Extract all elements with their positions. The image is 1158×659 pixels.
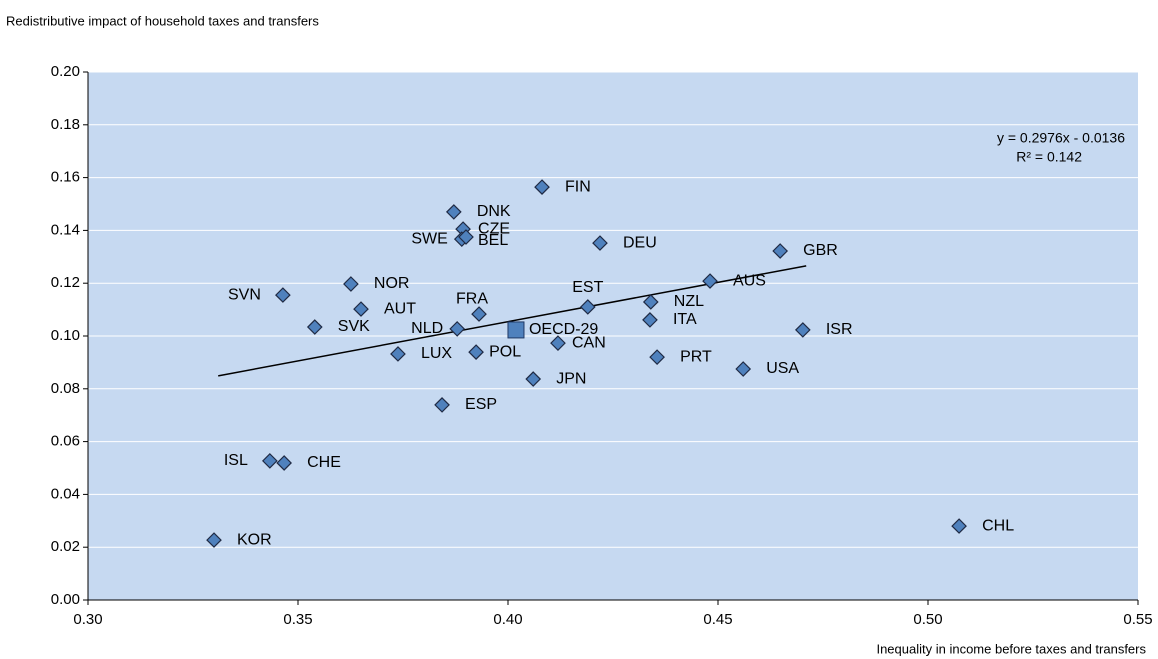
x-tick-label: 0.55 (1123, 611, 1152, 628)
point-label: NZL (674, 293, 704, 310)
x-tick-label: 0.30 (73, 611, 102, 628)
y-tick-label: 0.06 (51, 433, 80, 450)
point (507, 321, 525, 339)
point (262, 453, 278, 469)
y-tick-label: 0.10 (51, 327, 80, 344)
point-label: JPN (556, 370, 586, 387)
point-label: SVK (338, 318, 370, 335)
point-label: KOR (237, 531, 272, 548)
point (525, 371, 542, 387)
point (702, 273, 718, 289)
point-label: BEL (478, 232, 508, 249)
y-tick-label: 0.08 (51, 380, 80, 397)
point-label: PRT (680, 348, 712, 365)
point-label: DNK (477, 203, 511, 220)
point-label: ISL (224, 452, 248, 469)
y-tick-label: 0.00 (51, 591, 80, 608)
point-label: NOR (374, 275, 410, 292)
point-label: CZE (478, 220, 510, 237)
point (458, 229, 474, 245)
x-tick-label: 0.45 (703, 611, 732, 628)
point (951, 518, 967, 534)
point-label: CHE (307, 454, 341, 471)
point (642, 312, 658, 328)
point (471, 306, 487, 322)
y-tick-label: 0.16 (51, 169, 80, 186)
point-label: POL (489, 343, 521, 360)
point (449, 321, 466, 337)
chart-title: Redistributive impact of household taxes… (6, 13, 319, 28)
x-tick-label: 0.50 (913, 611, 942, 628)
point-label: SVN (228, 286, 261, 303)
y-tick-label: 0.12 (51, 274, 80, 291)
point (649, 349, 665, 365)
point-label: CHL (982, 517, 1014, 534)
point (642, 294, 659, 310)
point (772, 243, 789, 259)
point (735, 361, 752, 377)
point (592, 235, 608, 251)
point (275, 287, 291, 303)
point-label: OECD-29 (529, 321, 598, 338)
point-label: FRA (456, 290, 488, 307)
y-tick-label: 0.20 (51, 63, 80, 80)
point (468, 344, 484, 360)
point-label: LUX (421, 345, 452, 362)
point-label: NLD (411, 320, 443, 337)
point (579, 299, 596, 315)
y-tick-label: 0.04 (51, 485, 80, 502)
point-label: AUT (384, 300, 416, 317)
point (534, 179, 550, 195)
point (550, 335, 566, 351)
x-tick-label: 0.40 (493, 611, 522, 628)
point (276, 455, 292, 471)
point-label: ISR (826, 321, 853, 338)
point-label: AUS (733, 272, 766, 289)
trend-r-squared: R² = 0.142 (1016, 149, 1082, 165)
y-tick-label: 0.02 (51, 538, 80, 555)
point-label: ESP (465, 396, 497, 413)
trend-equation: y = 0.2976x - 0.0136 (997, 130, 1125, 146)
point (434, 397, 450, 413)
point (343, 276, 359, 292)
point-label: GBR (803, 242, 838, 259)
point (390, 346, 406, 362)
point-label: SWE (411, 230, 447, 247)
y-tick-label: 0.14 (51, 221, 80, 238)
point (206, 532, 222, 548)
point-label: FIN (565, 178, 591, 195)
point-label: EST (572, 279, 603, 296)
y-tick-label: 0.18 (51, 116, 80, 133)
point (306, 319, 323, 335)
point-label: USA (766, 360, 799, 377)
point-label: DEU (623, 234, 657, 251)
point-label: CAN (572, 334, 606, 351)
point (445, 204, 462, 220)
point (794, 322, 811, 338)
x-axis-label: Inequality in income before taxes and tr… (876, 641, 1146, 656)
x-tick-label: 0.35 (283, 611, 312, 628)
point-label: ITA (673, 311, 697, 328)
point (353, 301, 369, 317)
